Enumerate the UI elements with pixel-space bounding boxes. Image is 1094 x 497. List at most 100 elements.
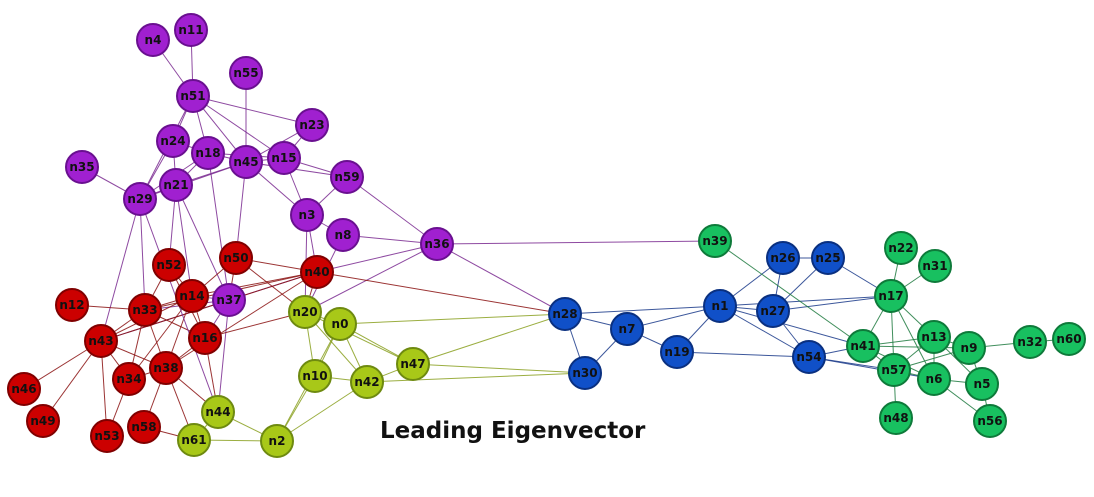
node-label-n56: n56 (977, 414, 1002, 428)
node-label-n54: n54 (796, 350, 821, 364)
node-n21[interactable]: n21 (159, 168, 193, 202)
node-n17[interactable]: n17 (874, 279, 908, 313)
edge-n21-n37 (175, 184, 230, 301)
node-n4[interactable]: n4 (136, 23, 170, 57)
node-n37[interactable]: n37 (212, 283, 246, 317)
node-label-n42: n42 (354, 375, 379, 389)
node-label-n49: n49 (30, 414, 55, 428)
edge-n16-n20 (204, 311, 306, 339)
node-n5[interactable]: n5 (965, 367, 999, 401)
node-n30[interactable]: n30 (568, 356, 602, 390)
node-n16[interactable]: n16 (188, 321, 222, 355)
node-circle-n2 (260, 424, 294, 458)
node-n61[interactable]: n61 (177, 423, 211, 457)
node-n54[interactable]: n54 (792, 340, 826, 374)
node-n46[interactable]: n46 (7, 372, 41, 406)
node-n11[interactable]: n11 (174, 13, 208, 47)
node-circle-n57 (877, 353, 911, 387)
node-label-n28: n28 (552, 307, 577, 321)
node-n35[interactable]: n35 (65, 150, 99, 184)
node-label-n61: n61 (181, 433, 206, 447)
node-n14[interactable]: n14 (175, 279, 209, 313)
node-n40[interactable]: n40 (300, 255, 334, 289)
edge-n28-n1 (564, 305, 721, 315)
node-n32[interactable]: n32 (1013, 325, 1047, 359)
node-n28[interactable]: n28 (548, 297, 582, 331)
node-n34[interactable]: n34 (112, 362, 146, 396)
node-circle-n35 (65, 150, 99, 184)
edge-n18-n37 (207, 152, 230, 301)
node-n41[interactable]: n41 (846, 329, 880, 363)
node-n18[interactable]: n18 (191, 136, 225, 170)
node-n59[interactable]: n59 (330, 160, 364, 194)
node-circle-n33 (128, 293, 162, 327)
node-circle-n18 (191, 136, 225, 170)
node-n33[interactable]: n33 (128, 293, 162, 327)
node-n53[interactable]: n53 (90, 419, 124, 453)
node-n20[interactable]: n20 (288, 295, 322, 329)
node-circle-n40 (300, 255, 334, 289)
node-circle-n51 (176, 79, 210, 113)
node-n51[interactable]: n51 (176, 79, 210, 113)
node-label-n19: n19 (664, 345, 689, 359)
node-n49[interactable]: n49 (26, 404, 60, 438)
node-n1[interactable]: n1 (703, 289, 737, 323)
node-circle-n6 (917, 362, 951, 396)
node-label-n39: n39 (702, 234, 727, 248)
node-n3[interactable]: n3 (290, 198, 324, 232)
node-label-n57: n57 (881, 363, 906, 377)
node-n48[interactable]: n48 (879, 401, 913, 435)
node-label-n18: n18 (195, 146, 220, 160)
node-n22[interactable]: n22 (884, 231, 918, 265)
node-circle-n25 (811, 241, 845, 275)
node-n23[interactable]: n23 (295, 108, 329, 142)
node-n50[interactable]: n50 (219, 241, 253, 275)
node-n57[interactable]: n57 (877, 353, 911, 387)
node-n0[interactable]: n0 (323, 307, 357, 341)
node-n10[interactable]: n10 (298, 359, 332, 393)
node-circle-n34 (112, 362, 146, 396)
node-n52[interactable]: n52 (152, 248, 186, 282)
node-label-n48: n48 (883, 411, 908, 425)
node-n55[interactable]: n55 (229, 56, 263, 90)
node-circle-n0 (323, 307, 357, 341)
node-n47[interactable]: n47 (396, 347, 430, 381)
node-n13[interactable]: n13 (917, 320, 951, 354)
node-label-n34: n34 (116, 372, 141, 386)
node-circle-n14 (175, 279, 209, 313)
node-n44[interactable]: n44 (201, 395, 235, 429)
node-circle-n8 (326, 218, 360, 252)
node-n6[interactable]: n6 (917, 362, 951, 396)
node-n7[interactable]: n7 (610, 312, 644, 346)
node-n12[interactable]: n12 (55, 288, 89, 322)
node-n9[interactable]: n9 (952, 331, 986, 365)
edge-n1-n17 (719, 295, 892, 307)
node-n58[interactable]: n58 (127, 410, 161, 444)
node-n43[interactable]: n43 (84, 324, 118, 358)
node-n2[interactable]: n2 (260, 424, 294, 458)
edge-n1-n54 (719, 305, 810, 358)
node-circle-n3 (290, 198, 324, 232)
node-circle-n50 (219, 241, 253, 275)
node-n42[interactable]: n42 (350, 365, 384, 399)
node-n45[interactable]: n45 (229, 145, 263, 179)
node-n36[interactable]: n36 (420, 227, 454, 261)
node-n29[interactable]: n29 (123, 182, 157, 216)
node-n24[interactable]: n24 (156, 124, 190, 158)
node-n15[interactable]: n15 (267, 141, 301, 175)
node-n60[interactable]: n60 (1052, 322, 1086, 356)
node-n38[interactable]: n38 (149, 351, 183, 385)
node-circle-n37 (212, 283, 246, 317)
node-n8[interactable]: n8 (326, 218, 360, 252)
node-n27[interactable]: n27 (756, 294, 790, 328)
node-circle-n19 (660, 335, 694, 369)
node-n39[interactable]: n39 (698, 224, 732, 258)
node-circle-n26 (766, 241, 800, 275)
node-n31[interactable]: n31 (918, 249, 952, 283)
node-n19[interactable]: n19 (660, 335, 694, 369)
node-n56[interactable]: n56 (973, 404, 1007, 438)
edge-n1-n41 (719, 305, 864, 347)
node-n25[interactable]: n25 (811, 241, 845, 275)
node-n26[interactable]: n26 (766, 241, 800, 275)
